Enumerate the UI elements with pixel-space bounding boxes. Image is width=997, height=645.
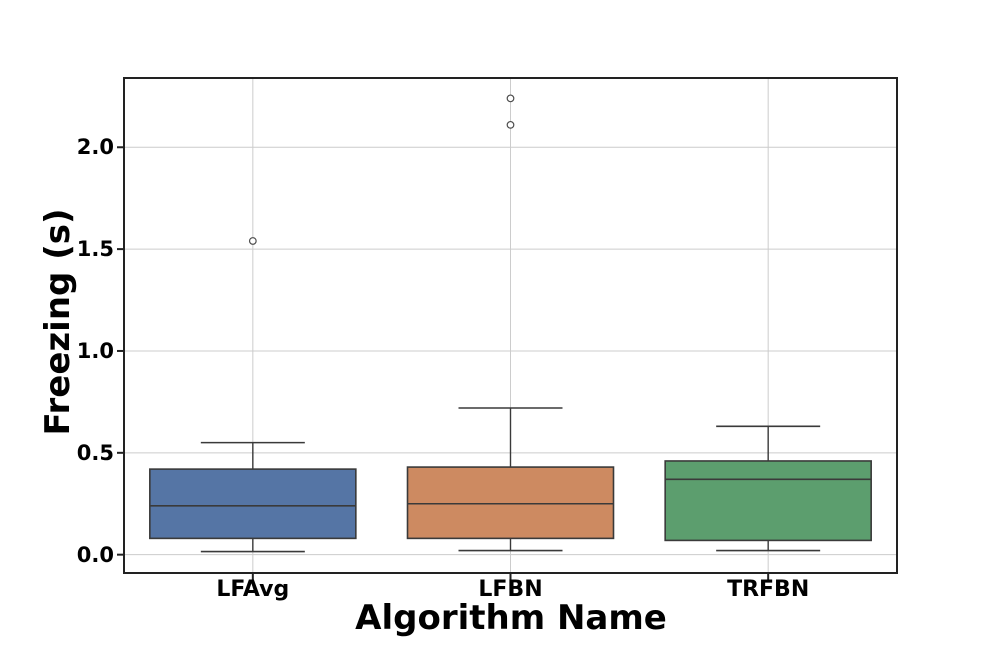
x-tick-label-TRFBN: TRFBN	[727, 577, 810, 602]
y-tick-label-2.0: 2.0	[76, 135, 114, 160]
x-axis-label: Algorithm Name	[355, 598, 667, 638]
outlier-marker-LFBN	[506, 94, 515, 103]
x-tick-label-LFAvg: LFAvg	[216, 577, 290, 602]
x-tick-label-LFBN: LFBN	[478, 577, 543, 602]
y-tick-label-0.0: 0.0	[76, 542, 114, 567]
box-LFAvg	[149, 468, 357, 540]
y-tick-label-1.5: 1.5	[76, 237, 114, 262]
box-TRFBN	[664, 460, 872, 542]
y-tick-label-0.5: 0.5	[76, 440, 114, 465]
y-tick-label-1.0: 1.0	[76, 338, 114, 363]
outlier-marker-LFBN	[506, 120, 515, 129]
box-LFBN	[406, 466, 615, 540]
outlier-marker-LFAvg	[248, 237, 257, 245]
